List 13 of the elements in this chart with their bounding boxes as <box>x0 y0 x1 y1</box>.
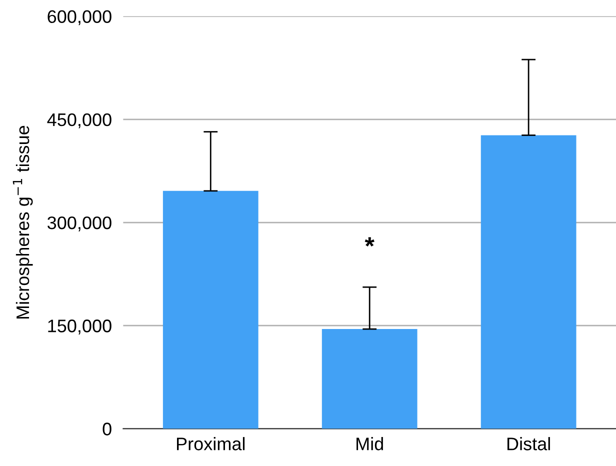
x-tick-label: Proximal <box>177 437 245 450</box>
y-axis-title: Microspheres g$^{−1}$ tissue <box>12 126 33 319</box>
x-tick-label: Mid <box>356 437 383 450</box>
y-tick-label: 300,000 <box>48 216 112 232</box>
y-tick-label: 0 <box>102 422 112 436</box>
y-tick-label: 150,000 <box>48 320 112 334</box>
x-tick-label: Distal <box>507 437 550 450</box>
annotation: * <box>364 237 374 247</box>
bar <box>162 190 258 429</box>
y-tick-label: 600,000 <box>48 10 112 26</box>
bar <box>480 135 576 429</box>
bar <box>322 329 418 429</box>
y-tick-label: 450,000 <box>47 113 112 128</box>
